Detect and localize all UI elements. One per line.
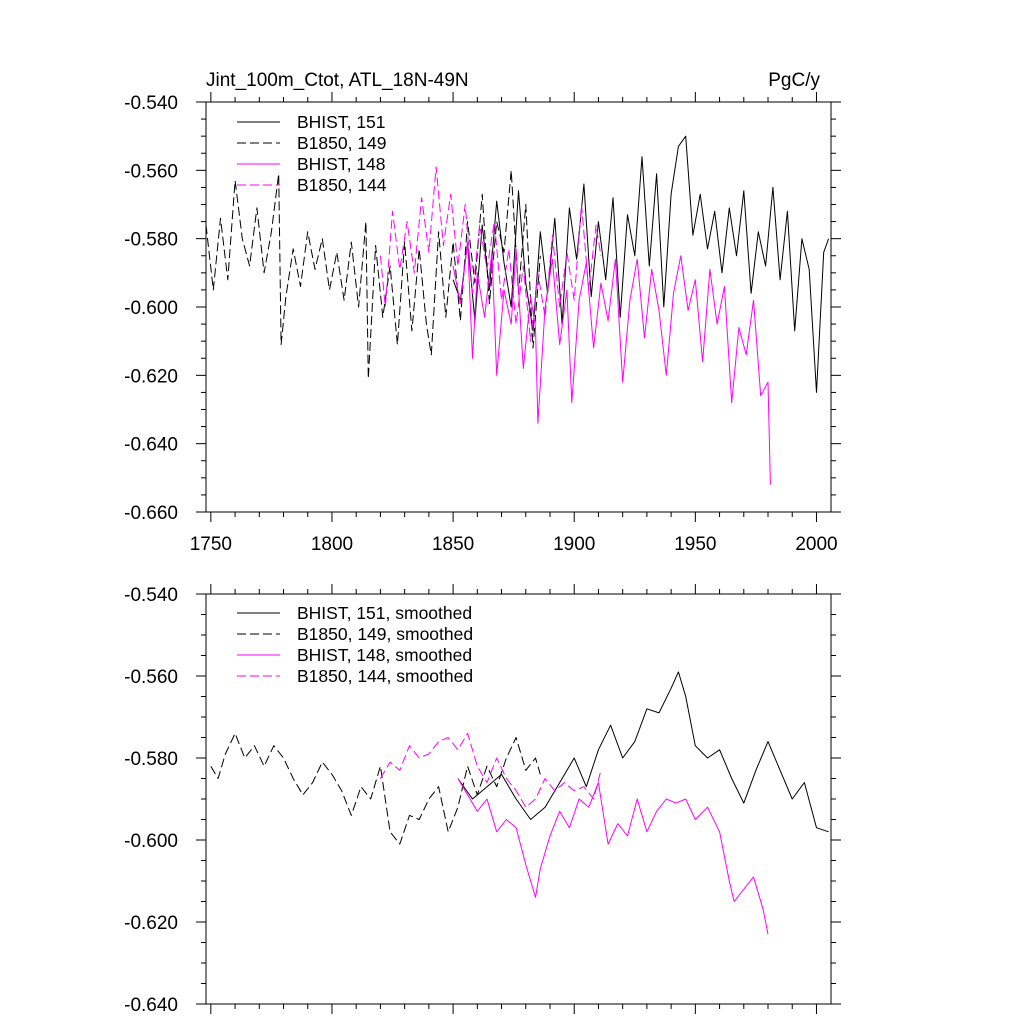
legend-label: BHIST, 148, smoothed [297,645,472,665]
x-tick-label: 1900 [553,534,595,555]
figure-units: PgC/y [768,70,820,91]
series-line-bhist-151-smoothed [457,671,829,833]
legend-label: BHIST, 151, smoothed [297,603,472,623]
y-tick-label: -0.660 [124,503,178,524]
series-line-b1850-149 [205,169,541,380]
y-tick-label: -0.640 [124,435,178,456]
y-tick-label: -0.540 [124,93,178,114]
series-line-bhist-148 [452,241,771,485]
legend-label: BHIST, 151 [297,112,386,132]
y-tick-label: -0.620 [124,913,178,934]
y-tick-label: -0.560 [124,161,178,182]
y-tick-label: -0.580 [124,749,178,770]
series-line-b1850-144-smoothed [379,732,602,808]
y-tick-label: -0.640 [124,995,178,1016]
y-tick-label: -0.620 [124,366,178,387]
x-tick-label: 1800 [311,534,353,555]
panel-smoothed: -0.640 -0.620 -0.600 -0.580 -0.560 -0.540 BHIS… [124,584,841,1016]
panel-raw: -0.660 -0.640 -0.620 -0.600 -0.580 -0.560 -0.5… [124,92,841,555]
y-tick-label: -0.600 [124,298,178,319]
y-tick-label: -0.540 [124,585,178,606]
series-line-bhist-148-smoothed [457,778,769,935]
legend-label: B1850, 144, smoothed [297,666,473,686]
legend-label: BHIST, 148 [297,154,386,174]
y-tick-label: -0.560 [124,667,178,688]
x-tick-label: 1850 [432,534,474,555]
y-tick-label: -0.580 [124,230,178,251]
x-tick-label: 1950 [674,534,716,555]
series-line-b1850-144 [379,166,602,342]
series-line-bhist-151 [452,135,830,393]
y-tick-label: -0.600 [124,831,178,852]
legend-label: B1850, 149, smoothed [297,624,473,644]
x-tick-label: 1750 [190,534,232,555]
figure-title: Jint_100m_Ctot, ATL_18N-49N [206,70,469,91]
legend-label: B1850, 144 [297,175,387,195]
x-tick-label: 2000 [795,534,837,555]
legend-label: B1850, 149 [297,133,387,153]
series-line-b1850-149-smoothed [210,732,541,845]
